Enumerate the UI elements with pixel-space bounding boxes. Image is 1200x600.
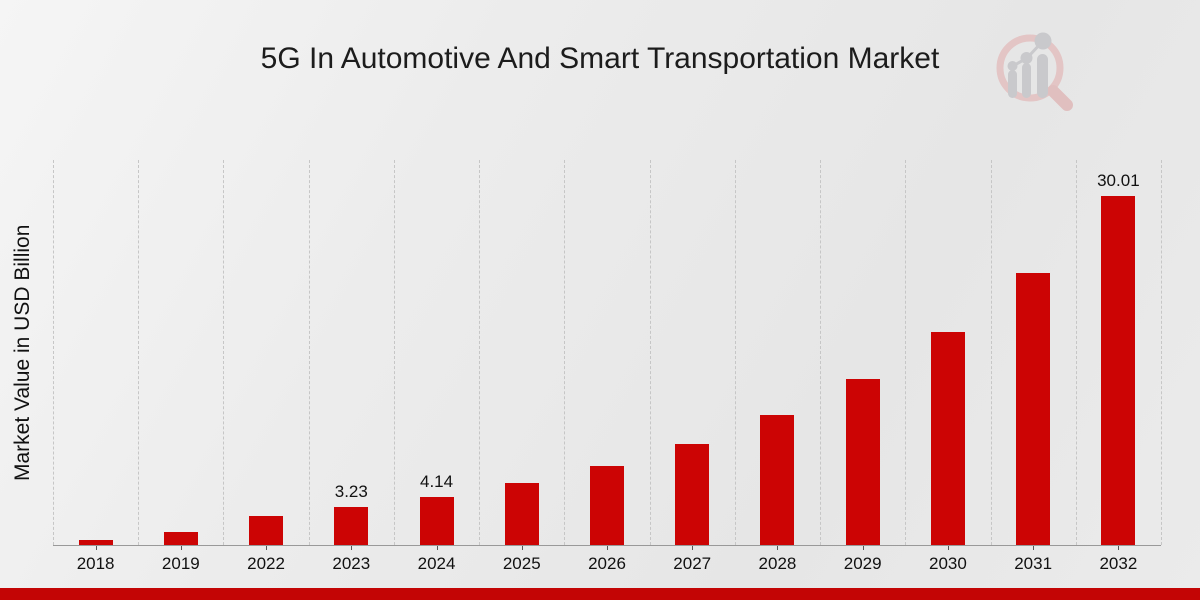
bar-2030 [930, 332, 965, 545]
magnifier-growth-chart-logo [996, 32, 1073, 111]
x-axis-tick [777, 546, 779, 550]
x-axis-tick [692, 546, 694, 550]
x-axis-label-2031: 2031 [1014, 554, 1053, 573]
logo-dot-medium [1020, 52, 1033, 64]
bar-2019 [163, 532, 198, 545]
logo-bar-small [1008, 70, 1017, 98]
gridline [138, 160, 140, 545]
gridline [1075, 160, 1077, 545]
x-axis-line [53, 545, 1161, 546]
x-axis-label-2019: 2019 [161, 554, 200, 573]
bar-2024 [419, 497, 454, 545]
x-axis-label-2025: 2025 [502, 554, 541, 573]
gridline [223, 160, 225, 545]
bar-2031 [1016, 273, 1051, 545]
bar-2029 [845, 379, 880, 545]
x-axis-tick [95, 546, 97, 550]
x-axis-tick [521, 546, 523, 550]
bar-value-label: 3.23 [334, 482, 368, 501]
gridline [53, 160, 54, 545]
plot-area: 2018 2019 2022 3.23 2023 4.14 2024 2025 2026 2027… [53, 160, 1162, 573]
logo-dot-small [1007, 61, 1018, 71]
gridline [564, 160, 566, 545]
logo-dot-large [1034, 32, 1052, 50]
x-axis-tick [351, 546, 353, 550]
x-axis-label-2027: 2027 [673, 554, 712, 573]
bar-2022 [249, 516, 284, 545]
logo-bar-tall [1037, 54, 1048, 98]
bar-value-label: 4.14 [419, 472, 454, 491]
x-axis-label-2023: 2023 [332, 554, 371, 573]
x-axis-tick [607, 546, 608, 550]
logo-bar-medium [1022, 63, 1031, 98]
gridline [308, 160, 310, 545]
bar-value-label: 30.01 [1097, 171, 1140, 190]
x-axis-label-2029: 2029 [843, 554, 882, 573]
gridline [990, 160, 992, 545]
chart-title: 5G In Automotive And Smart Transportatio… [260, 42, 940, 75]
bar-2027 [675, 444, 710, 545]
gridline [649, 160, 651, 545]
x-axis-label-2028: 2028 [758, 554, 797, 573]
x-axis-label-2024: 2024 [417, 554, 456, 573]
gridline [905, 160, 907, 545]
x-axis-label-2018: 2018 [76, 554, 115, 573]
x-axis-tick [436, 546, 438, 550]
logo-ring [996, 34, 1064, 102]
bar-2026 [590, 466, 624, 545]
y-axis-label: Market Value in USD Billion [11, 224, 34, 481]
bar-2018 [78, 540, 113, 545]
bar-2028 [760, 415, 795, 545]
gridline [820, 160, 822, 545]
logo-handle [1047, 85, 1073, 111]
bar-2032 [1101, 196, 1136, 545]
x-axis-tick [180, 546, 182, 550]
x-axis-label-2032: 2032 [1099, 554, 1138, 573]
x-axis-label-2030: 2030 [929, 554, 967, 573]
gridline [734, 160, 736, 545]
x-axis-tick [862, 546, 864, 550]
gridline [393, 160, 395, 545]
x-axis-label-2026: 2026 [588, 554, 626, 573]
gridline [1161, 160, 1162, 545]
bar-2025 [504, 483, 539, 545]
x-axis-tick [1033, 546, 1035, 550]
x-axis-label-2022: 2022 [247, 554, 285, 573]
gridline [479, 160, 481, 545]
x-axis-tick [266, 546, 268, 550]
bar-2023 [334, 507, 369, 545]
x-axis-tick [947, 546, 949, 550]
x-axis-tick [1118, 546, 1120, 550]
footer-accent-strip [0, 588, 1200, 600]
